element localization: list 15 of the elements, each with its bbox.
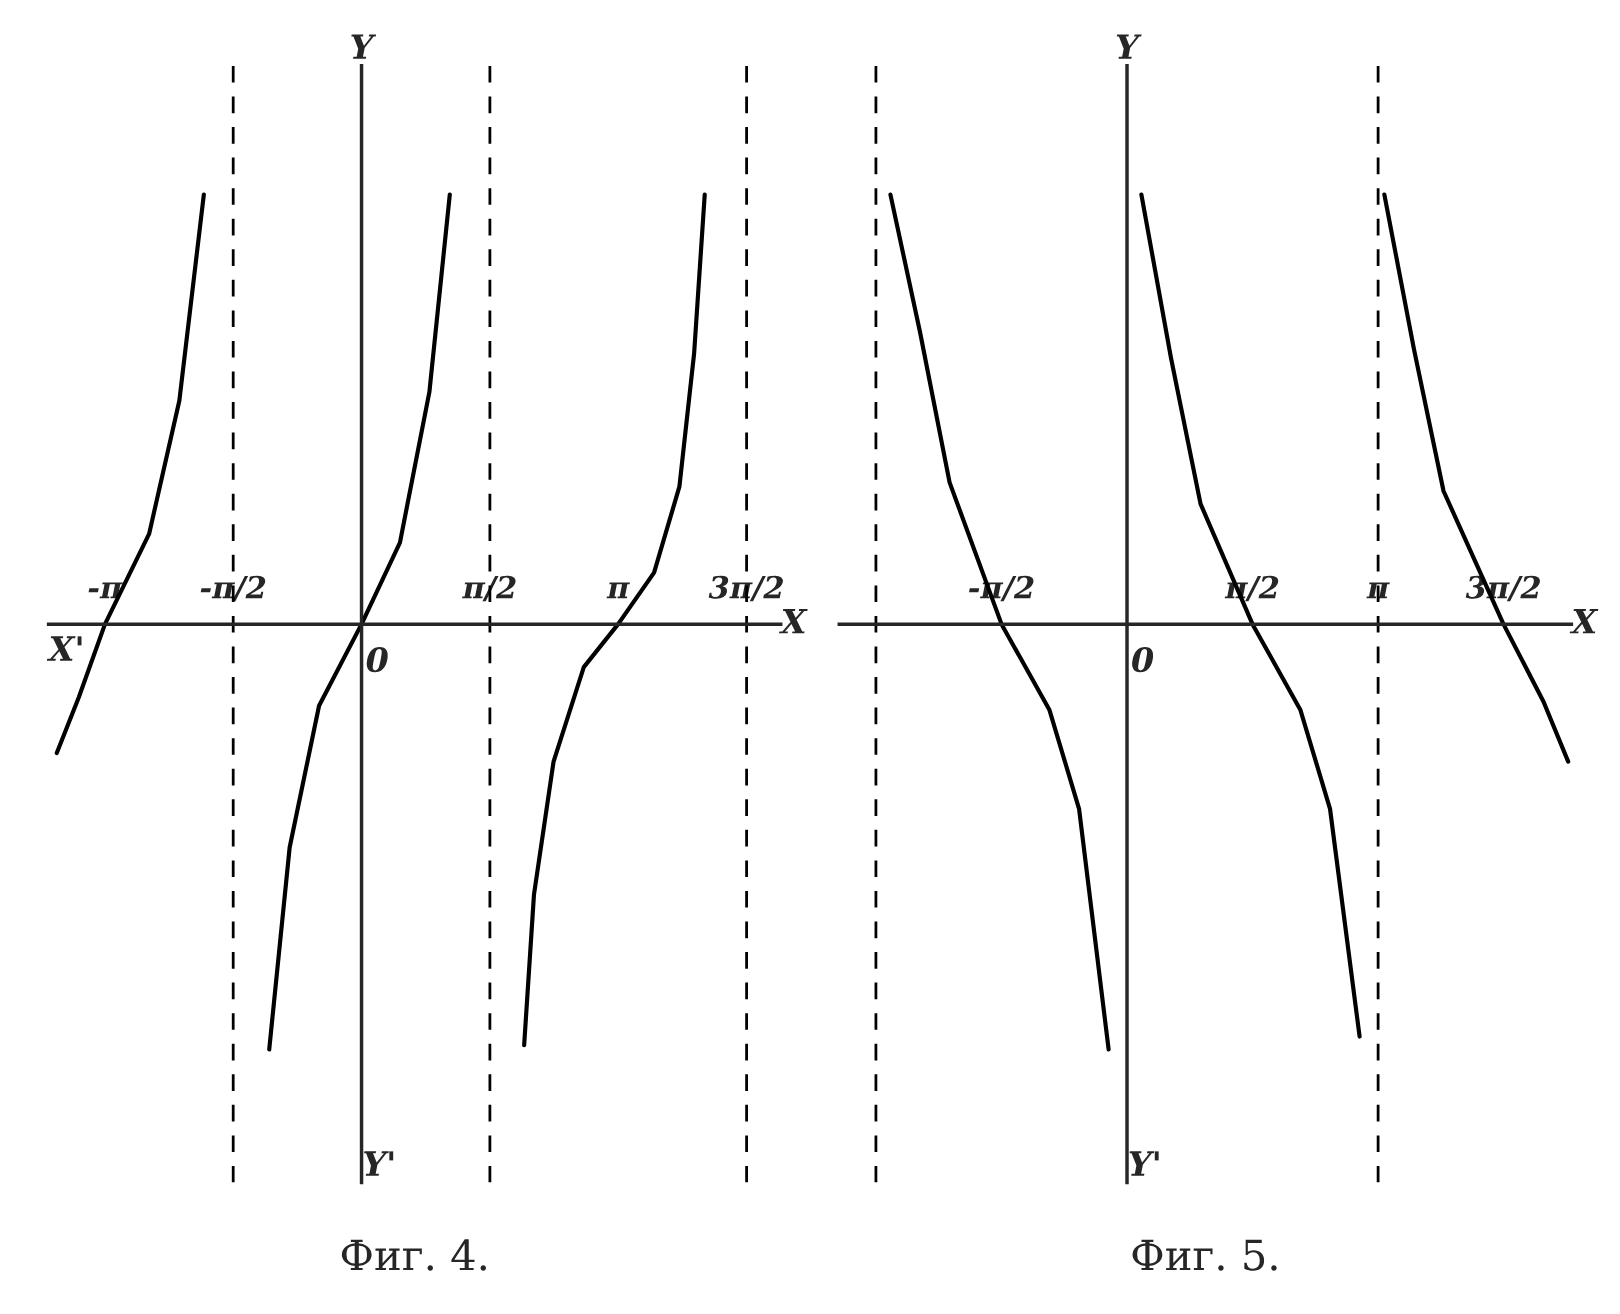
annotation: 0 [1132,647,1154,673]
text: Y' [1129,1151,1159,1176]
annotation: 0 [366,647,388,673]
text: Фиг. 5. [1132,1239,1277,1271]
x-tick-label: 3π/2 [708,575,783,602]
x-tick-label: π/2 [462,575,516,602]
x-tick-label: π [606,582,630,599]
x-axis-title: X [778,609,808,634]
y-axis-title: Y [1116,34,1142,59]
x-axis-title: X [1569,609,1599,634]
annotation: X' [46,636,82,661]
text: Фиг. 4. [341,1239,486,1271]
text: Y' [364,1151,394,1176]
x-tick-label: -π/2 [200,575,266,602]
y-axis-title: Y [351,34,377,59]
